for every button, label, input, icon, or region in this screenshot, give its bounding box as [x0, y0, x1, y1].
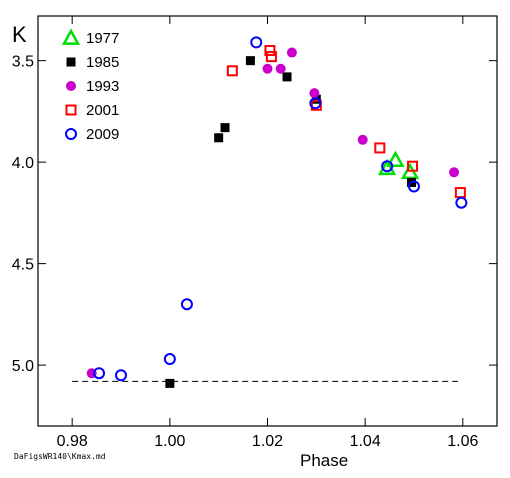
- data-point-1993: [449, 167, 460, 178]
- y-tick-label: 3.5: [12, 54, 34, 71]
- y-axis-title: K: [12, 22, 27, 47]
- data-point-2009: [180, 298, 193, 311]
- data-point-1977: [386, 150, 405, 167]
- data-point-2001: [454, 187, 466, 199]
- data-point-1985: [282, 72, 292, 82]
- data-point-1993: [309, 88, 320, 99]
- y-tick-label: 5.0: [12, 358, 34, 375]
- x-tick-label: 0.98: [57, 433, 88, 450]
- x-tick-label: 1.00: [154, 433, 185, 450]
- y-tick-label: 4.0: [12, 155, 34, 172]
- x-tick-label: 1.04: [350, 433, 381, 450]
- legend-label-2009: 2009: [86, 126, 119, 143]
- legend-label-1993: 1993: [86, 78, 119, 95]
- data-point-1993: [357, 134, 368, 145]
- data-point-2009: [115, 369, 128, 382]
- data-point-2009: [93, 367, 106, 380]
- data-point-2009: [250, 36, 263, 49]
- data-point-1985: [214, 133, 224, 143]
- legend-label-1977: 1977: [86, 30, 119, 47]
- legend: 1977 1985 1993 2001 2009: [61, 28, 119, 143]
- legend-label-1985: 1985: [86, 54, 119, 71]
- data-point-2009: [381, 160, 394, 173]
- data-point-1993: [286, 47, 297, 58]
- data-point-2009: [309, 97, 322, 110]
- legend-marker-2009: [65, 128, 77, 140]
- source-note: DaFigsWR140\Kmax.md: [14, 452, 106, 461]
- legend-marker-1977: [61, 28, 81, 45]
- x-tick-label: 1.06: [447, 433, 478, 450]
- y-axis: 3.5 4.0 4.5 5.0: [12, 54, 497, 375]
- data-point-2009: [407, 180, 420, 193]
- x-tick-label: 1.02: [252, 433, 283, 450]
- data-point-1985: [220, 123, 230, 133]
- data-point-2009: [455, 196, 468, 209]
- data-point-1993: [262, 63, 273, 74]
- data-point-2001: [265, 51, 277, 63]
- legend-marker-1985: [66, 57, 76, 67]
- data-point-2001: [407, 160, 419, 172]
- x-axis-title: Phase: [300, 451, 348, 470]
- data-point-2001: [264, 45, 276, 57]
- data-point-2001: [374, 142, 386, 154]
- data-points: [86, 36, 468, 388]
- legend-marker-2001: [65, 104, 77, 116]
- data-point-1985: [245, 56, 255, 66]
- data-point-1977: [378, 158, 397, 176]
- data-point-2009: [163, 353, 176, 366]
- y-tick-label: 4.5: [12, 257, 34, 274]
- data-point-2001: [226, 65, 238, 77]
- data-point-1993: [275, 63, 286, 74]
- data-point-1985: [165, 378, 175, 388]
- legend-label-2001: 2001: [86, 102, 119, 119]
- x-axis: 0.98 1.00 1.02 1.04 1.06: [57, 16, 478, 450]
- legend-marker-1993: [66, 81, 76, 91]
